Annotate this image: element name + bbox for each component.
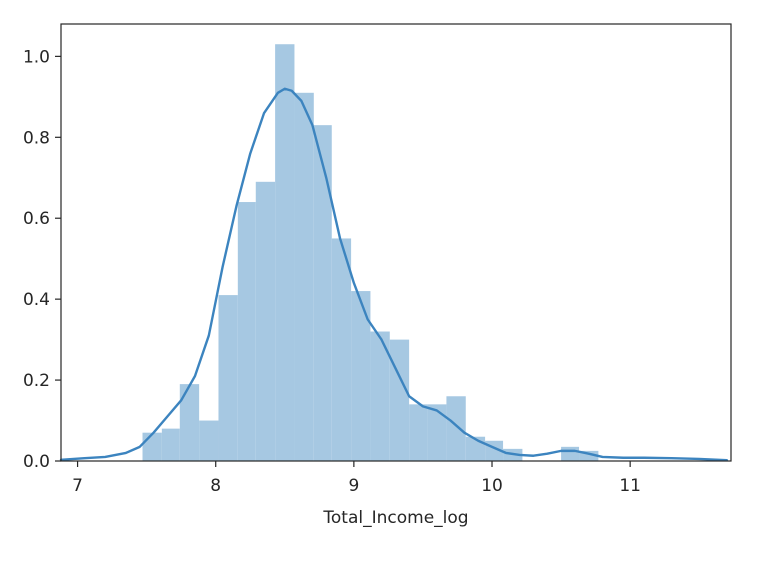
x-tick-label: 8 (210, 476, 221, 496)
y-tick-label: 0.2 (23, 371, 50, 391)
histogram-bar (237, 202, 256, 462)
plot-frame (60, 23, 732, 462)
y-tick-label: 0.8 (23, 128, 50, 148)
histogram-bar (255, 181, 276, 461)
histogram-bar (142, 432, 162, 461)
histogram-bar (446, 396, 466, 461)
histogram-bar (199, 420, 219, 461)
histogram-bar (313, 125, 332, 461)
x-tick-label: 11 (619, 476, 641, 496)
histogram-bar (331, 238, 352, 461)
y-tick-label: 0.0 (23, 452, 50, 472)
y-tick-label: 1.0 (23, 47, 50, 67)
y-tick-label: 0.6 (23, 209, 50, 229)
histogram-bar (351, 291, 371, 461)
y-axis-ticks: 0.0 0.2 0.4 0.6 0.8 1.0 (23, 47, 61, 472)
kde-curve (59, 87, 729, 462)
histogram-bar (561, 446, 580, 461)
histogram-bar (427, 404, 447, 461)
histogram-bar (409, 404, 428, 461)
x-tick-label: 9 (348, 476, 359, 496)
histogram-bar (218, 295, 238, 461)
histogram-bar (294, 92, 314, 461)
histogram-bar (275, 44, 295, 461)
x-tick-label: 7 (72, 476, 83, 496)
x-axis-label: Total_Income_log (322, 508, 468, 528)
histogram-bar (179, 384, 200, 461)
histogram-bar (579, 450, 599, 461)
histogram-bar (389, 339, 410, 461)
histogram-bar (370, 331, 390, 461)
histogram-bar (161, 428, 180, 461)
x-axis-ticks: 7 8 9 10 11 (72, 461, 641, 496)
y-tick-label: 0.4 (23, 290, 50, 310)
histogram-bars (142, 44, 599, 462)
x-tick-label: 10 (481, 476, 503, 496)
